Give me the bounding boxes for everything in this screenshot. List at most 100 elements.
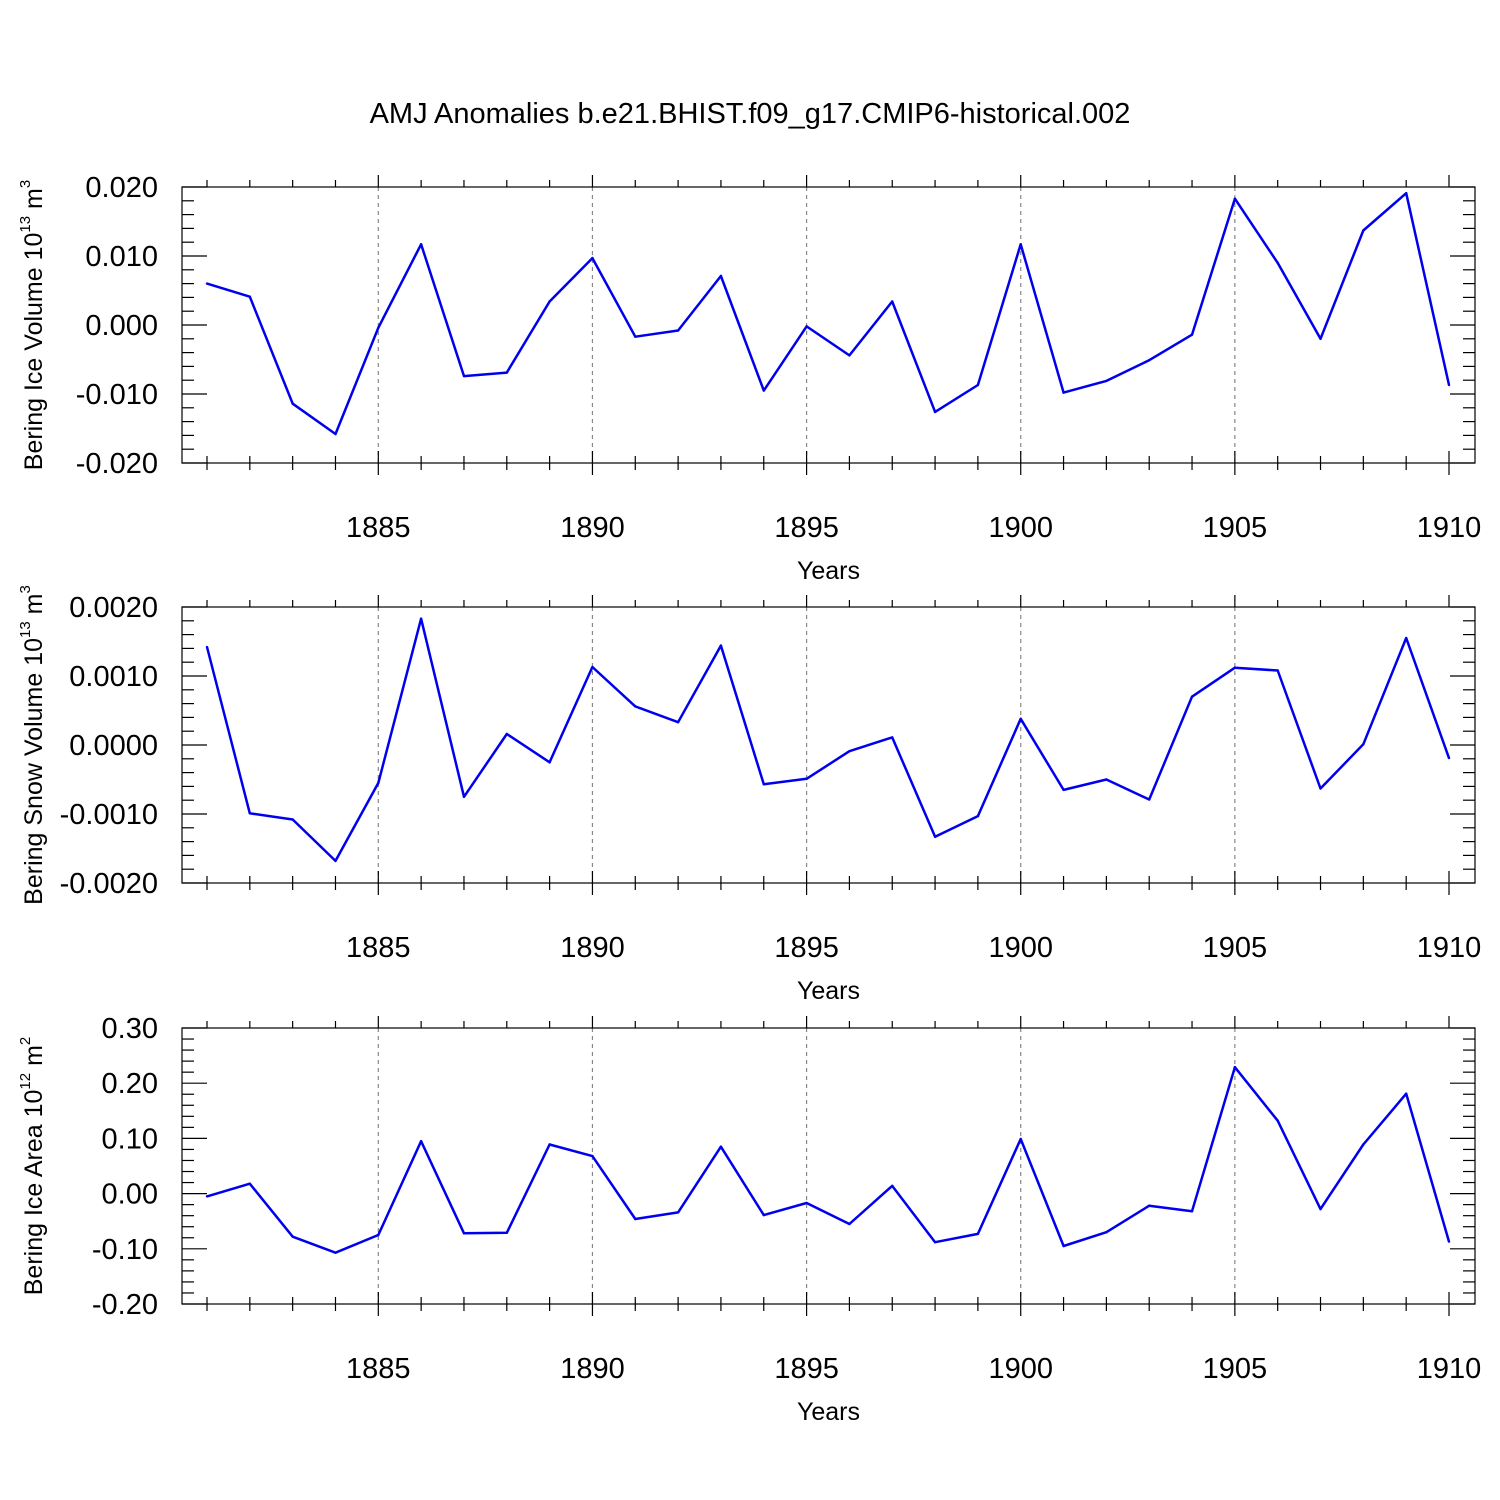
- x-tick-label: 1890: [560, 1353, 625, 1385]
- y-axis-title-unit-exp: 3: [17, 585, 34, 593]
- data-point: [1233, 1065, 1237, 1069]
- data-point: [848, 750, 851, 753]
- data-point: [719, 274, 723, 278]
- data-point: [1447, 756, 1451, 760]
- figure-title: AMJ Anomalies b.e21.BHIST.f09_g17.CMIP6-…: [370, 98, 1131, 130]
- data-point: [591, 256, 594, 260]
- panel-2: 1885 1890 1895 1900 1905 1910 Years -0.0020 -0.0…: [17, 585, 1481, 1005]
- data-point: [1105, 778, 1108, 781]
- x-tick-label: 1895: [774, 932, 839, 964]
- y-tick-label: -0.0010: [60, 799, 158, 831]
- data-point: [1062, 1244, 1065, 1248]
- data-point: [205, 645, 209, 649]
- data-point: [1105, 379, 1108, 383]
- data-point: [419, 1139, 423, 1143]
- y-tick-label: 0.020: [85, 172, 158, 204]
- data-point: [1276, 669, 1279, 672]
- y-tick-label: 0.10: [102, 1123, 158, 1155]
- data-point: [591, 1154, 594, 1158]
- data-point: [291, 818, 294, 821]
- panel-1: 1885 1890 1895 1900 1905 1910 Years -0.020 -0.01…: [17, 172, 1481, 585]
- data-point: [1019, 1137, 1022, 1141]
- y-axis-title-unit: m: [20, 594, 48, 622]
- y-axis-title-base: Bering Snow Volume 10: [20, 638, 48, 905]
- data-point: [1362, 1143, 1365, 1146]
- x-tick-label: 1905: [1203, 512, 1268, 544]
- y-axis-title-exp: 13: [17, 216, 34, 233]
- data-point: [1190, 1210, 1194, 1213]
- y-tick-label: 0.0010: [69, 661, 158, 693]
- x-axis-title: Years: [797, 977, 860, 1005]
- data-point: [548, 761, 551, 764]
- data-point: [548, 300, 551, 303]
- data-point: [891, 300, 894, 303]
- y-tick-label: 0.0000: [69, 730, 158, 762]
- data-point: [1404, 636, 1408, 640]
- data-point: [291, 402, 294, 405]
- data-point: [205, 1195, 209, 1198]
- y-tick-label: 0.0020: [69, 592, 158, 624]
- data-point: [419, 243, 423, 246]
- data-point: [1148, 1204, 1151, 1207]
- data-point: [719, 644, 723, 647]
- data-point: [1019, 717, 1022, 720]
- x-tick-label: 1910: [1417, 1353, 1482, 1385]
- y-axis-title-unit: m: [20, 188, 48, 216]
- y-tick-label: 0.000: [85, 310, 158, 342]
- x-tick-label: 1910: [1417, 512, 1482, 544]
- data-point: [291, 1235, 294, 1238]
- data-point: [976, 814, 980, 818]
- data-point: [548, 1143, 551, 1146]
- x-axis-title: Years: [797, 1398, 860, 1426]
- y-axis-title-unit-exp: 3: [17, 180, 34, 188]
- x-tick-label: 1905: [1203, 1353, 1268, 1385]
- data-point: [976, 1232, 980, 1236]
- data-point: [719, 1145, 723, 1148]
- data-point: [676, 1211, 680, 1214]
- x-tick-label: 1890: [560, 932, 625, 964]
- data-point: [1062, 788, 1065, 792]
- data-point: [377, 781, 380, 785]
- data-point: [462, 374, 466, 378]
- data-point: [1233, 666, 1237, 669]
- data-point: [805, 1201, 808, 1205]
- x-axis-title: Years: [797, 557, 860, 585]
- x-tick-label: 1900: [988, 932, 1053, 964]
- y-axis-title-exp: 12: [17, 1073, 34, 1090]
- data-point: [1447, 1240, 1451, 1243]
- data-point: [933, 1240, 937, 1244]
- data-point: [634, 335, 637, 338]
- y-axis-title-base: Bering Ice Area 10: [20, 1090, 48, 1296]
- y-axis-title: Bering Ice Volume 1013 m3: [17, 180, 48, 470]
- data-point: [634, 1217, 637, 1221]
- data-point: [462, 1232, 466, 1235]
- data-point: [505, 732, 508, 736]
- data-point: [762, 783, 765, 786]
- data-point: [676, 329, 680, 332]
- data-point: [933, 410, 937, 414]
- data-point: [1404, 192, 1408, 195]
- data-point: [1276, 1119, 1279, 1122]
- y-axis-title-unit: m: [20, 1045, 48, 1073]
- data-point: [248, 1182, 252, 1185]
- data-point: [891, 736, 894, 739]
- x-tick-label: 1890: [560, 512, 625, 544]
- data-point: [848, 1222, 851, 1226]
- data-point: [205, 282, 209, 285]
- data-point: [848, 354, 851, 357]
- plot-frame: [181, 186, 1476, 464]
- data-point: [1447, 383, 1451, 387]
- panels: 1885 1890 1895 1900 1905 1910 Years -0.020 -0.01…: [17, 172, 1481, 1426]
- y-tick-label: -0.010: [76, 379, 158, 411]
- x-tick-label: 1900: [988, 1353, 1053, 1385]
- y-tick-label: 0.00: [102, 1179, 158, 1211]
- data-point: [1233, 197, 1237, 200]
- y-tick-label: -0.020: [76, 448, 158, 480]
- data-point: [248, 812, 252, 815]
- data-point: [377, 1233, 380, 1237]
- y-tick-label: -0.20: [92, 1289, 158, 1321]
- data-point: [933, 835, 937, 838]
- y-axis-title-base: Bering Ice Volume 10: [20, 233, 48, 471]
- x-tick-label: 1910: [1417, 932, 1482, 964]
